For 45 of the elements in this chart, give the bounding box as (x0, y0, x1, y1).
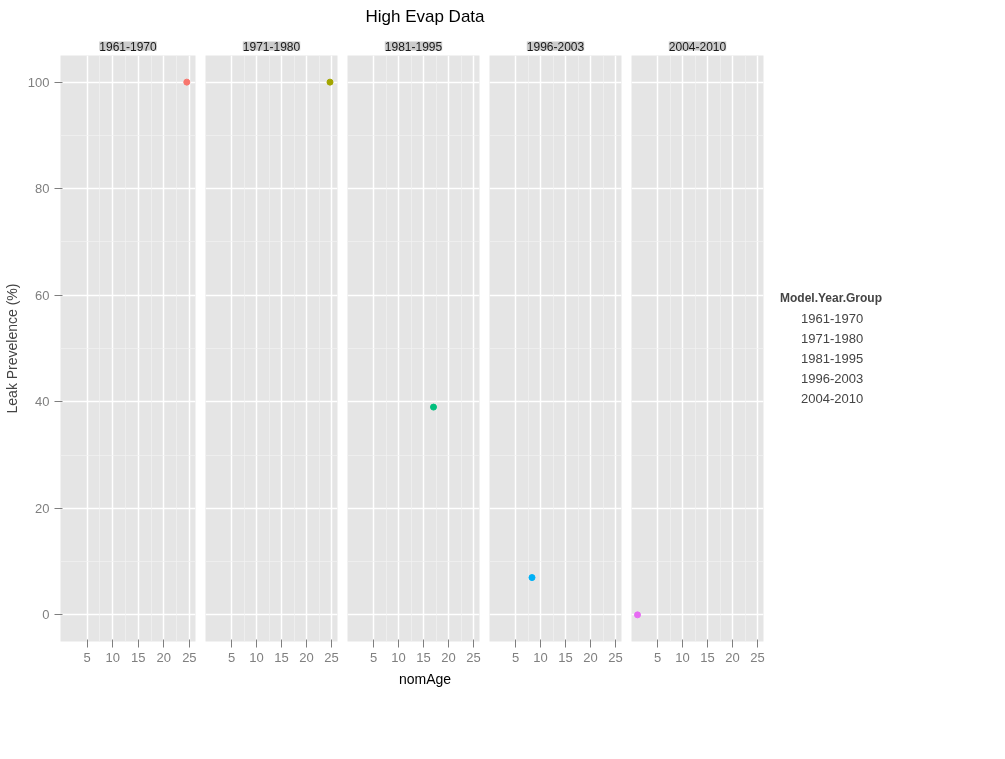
x-tick-label: 5 (511, 649, 520, 665)
x-tick-label: 5 (653, 649, 662, 665)
x-tick-label: 20 (725, 649, 740, 665)
chart-subtitle: 1981-1995 (384, 39, 443, 54)
x-tick-label: 10 (105, 649, 120, 665)
x-tick-label: 25 (466, 649, 481, 665)
x-tick-label: 15 (558, 649, 573, 665)
x-tick-label: 25 (750, 649, 765, 665)
x-tick-label: 5 (369, 649, 378, 665)
x-tick-label: 20 (299, 649, 314, 665)
x-tick-label: 10 (675, 649, 690, 665)
x-tick-label: 25 (324, 649, 339, 665)
x-tick-label: 10 (249, 649, 264, 665)
x-tick-label: 15 (274, 649, 289, 665)
x-tick-label: 25 (182, 649, 197, 665)
text: 1981-1995 (801, 349, 864, 366)
x-tick-label: 15 (416, 649, 431, 665)
y-tick-label: 40 (35, 394, 50, 410)
y-tick-label: 100 (27, 74, 50, 90)
y-tick-label: 0 (42, 607, 50, 623)
y-tick-label: 80 (35, 181, 50, 197)
x-tick-label: 20 (583, 649, 598, 665)
x-tick-label: 10 (533, 649, 548, 665)
x-tick-label: 25 (608, 649, 623, 665)
x-axis-title: nomAge (398, 670, 452, 690)
text: 1961-1970 (801, 309, 864, 326)
x-tick-label: 5 (227, 649, 236, 665)
legend-title: Model.Year.Group (780, 290, 883, 305)
x-tick-label: 5 (83, 649, 91, 665)
chart-subtitle: 1971-1980 (242, 39, 301, 54)
y-tick-label: 20 (35, 501, 50, 517)
x-tick-label: 15 (131, 649, 146, 665)
x-tick-label: 20 (156, 649, 172, 665)
chart-subtitle: 1996-2003 (526, 39, 585, 54)
chart-subtitle: 2004-2010 (668, 39, 727, 54)
text: 2004-2010 (801, 389, 864, 406)
chart-subtitle: 1961-1970 (99, 39, 158, 54)
y-axis-title: Leak Prevelence (%) (3, 283, 20, 414)
y-tick-label: 60 (35, 288, 50, 304)
x-tick-label: 15 (700, 649, 715, 665)
x-tick-label: 10 (391, 649, 406, 665)
text: 1971-1980 (801, 329, 864, 346)
text: 1996-2003 (801, 369, 864, 386)
chart-title: High Evap Data (365, 6, 485, 28)
x-tick-label: 20 (441, 649, 456, 665)
